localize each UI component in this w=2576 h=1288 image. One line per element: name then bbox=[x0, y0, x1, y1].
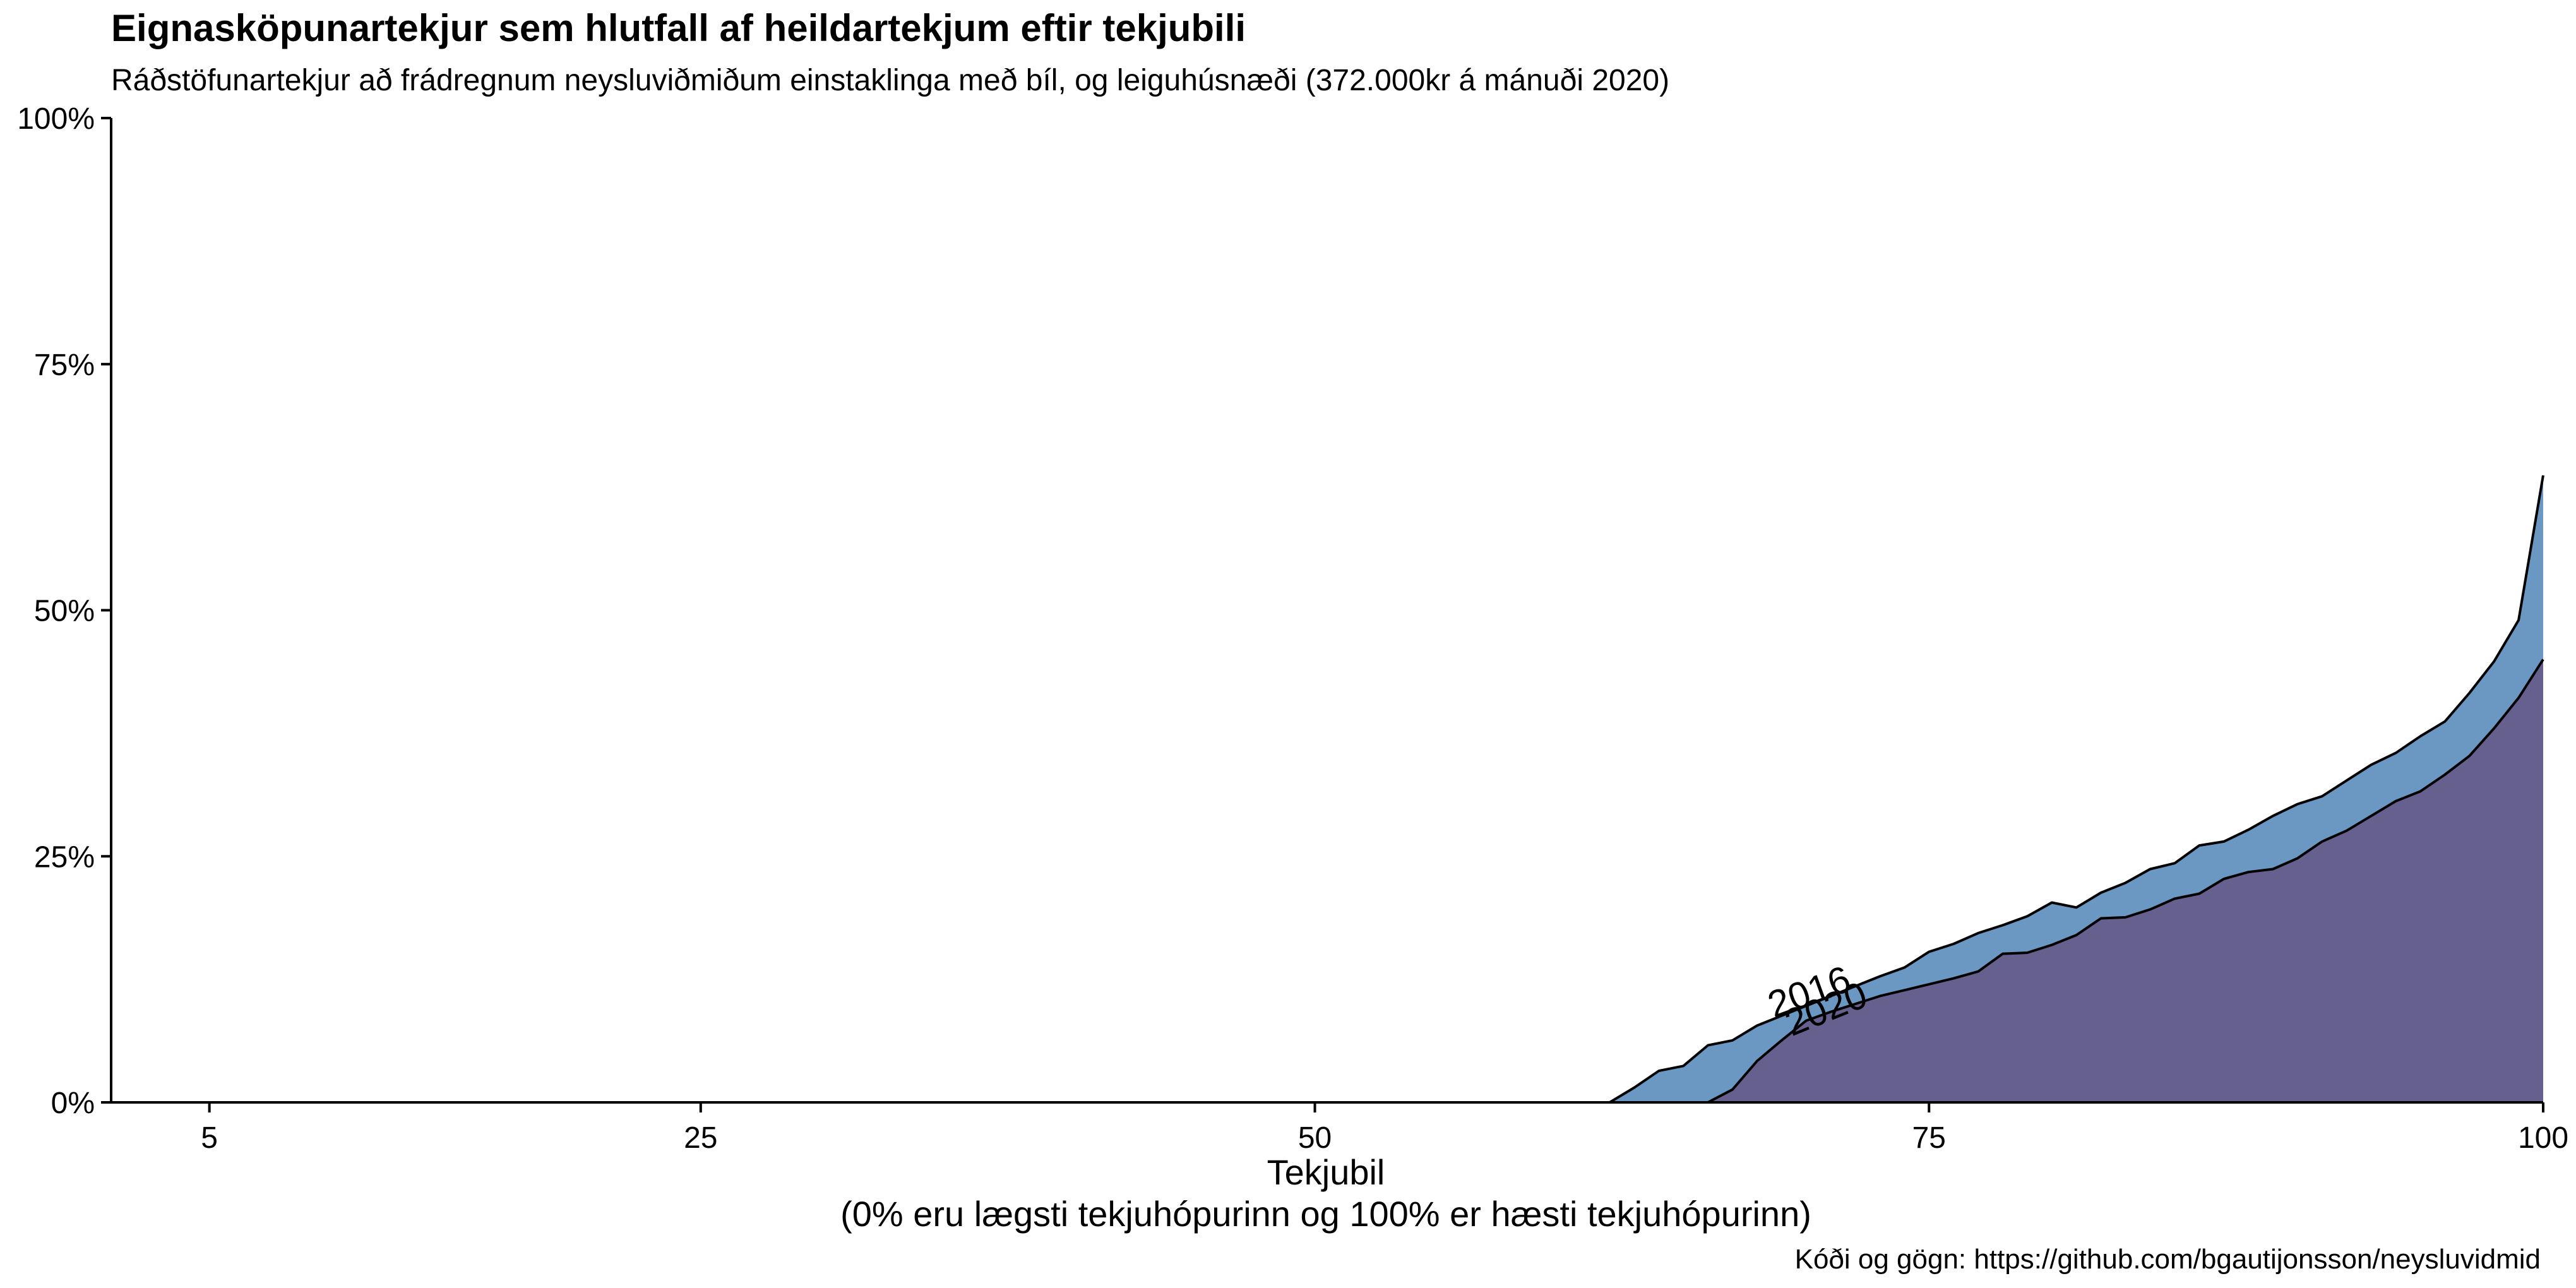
y-tick-label: 100% bbox=[17, 102, 95, 136]
chart-title: Eignasköpunartekjur sem hlutfall af heil… bbox=[111, 7, 1246, 49]
chart-subtitle: Ráðstöfunartekjur að frádregnum neysluvi… bbox=[111, 64, 1670, 97]
chart-caption: Kóði og gögn: https://github.com/bgautij… bbox=[1794, 1244, 2541, 1275]
x-tick-label: 100 bbox=[2518, 1121, 2568, 1155]
area-2020 bbox=[1708, 659, 2543, 1102]
x-tick-label: 5 bbox=[201, 1121, 218, 1155]
y-tick-label: 25% bbox=[34, 840, 95, 874]
chart-areas bbox=[1609, 475, 2544, 1104]
x-axis-label: Tekjubil bbox=[1267, 1152, 1385, 1192]
x-tick-label: 25 bbox=[684, 1121, 717, 1155]
y-tick-label: 0% bbox=[51, 1087, 95, 1120]
x-tick-label: 75 bbox=[1912, 1121, 1946, 1155]
line-2020 bbox=[1707, 659, 2544, 1104]
y-tick-label: 50% bbox=[34, 595, 95, 628]
chart-axes: 0% 25% 50% 75% 100% 5 25 50 75 100 bbox=[17, 102, 2568, 1155]
y-tick-label: 75% bbox=[34, 349, 95, 382]
x-axis-sublabel: (0% eru lægsti tekjuhópurinn og 100% er … bbox=[840, 1194, 1811, 1234]
line-2016 bbox=[1609, 475, 2544, 1104]
x-tick-label: 50 bbox=[1298, 1121, 1332, 1155]
